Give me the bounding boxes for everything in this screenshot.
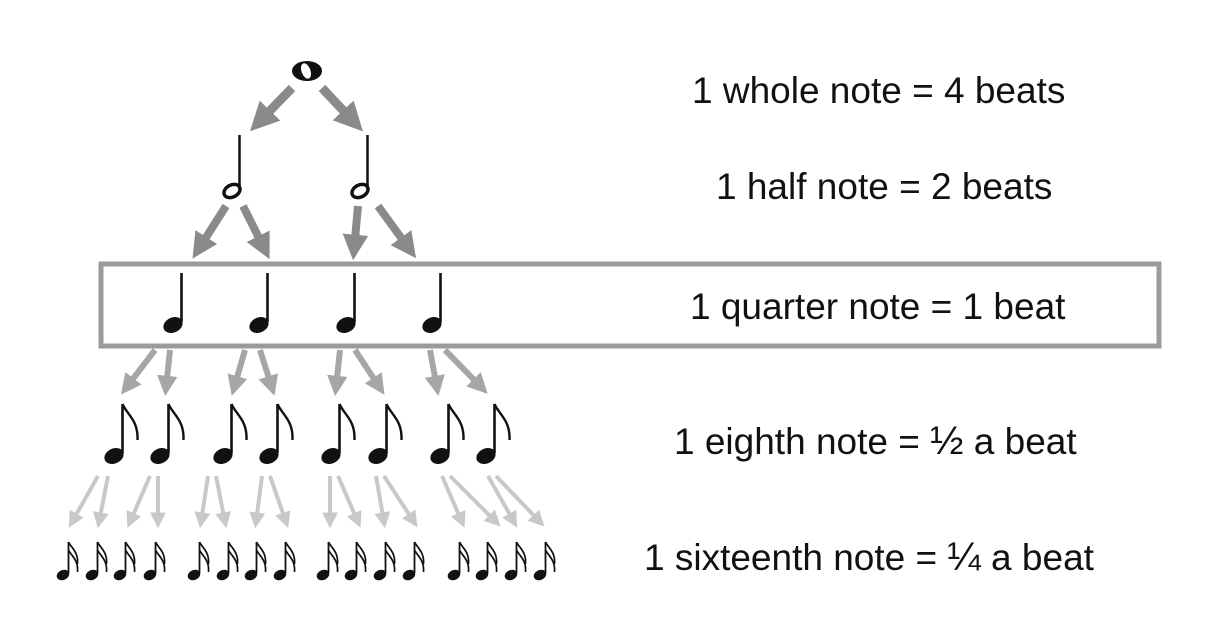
quarter-note [249, 273, 269, 334]
sixteenth-note [344, 541, 367, 581]
sixteenth-note [187, 541, 210, 581]
sixteenth-note [447, 541, 470, 581]
sixteenth-label-suffix: a beat [980, 537, 1094, 578]
arrows-eighth-to-sixteenth [68, 474, 545, 529]
sixteenth-note [216, 541, 239, 581]
half-note-label: 1 half note = 2 beats [716, 166, 1053, 207]
quarter-note-highlight-box [98, 261, 1162, 349]
eighth-note [476, 403, 511, 465]
quarter-note-label: 1 quarter note = 1 beat [690, 286, 1066, 327]
sixteenth-note [402, 541, 425, 581]
sixteenth-note [475, 541, 498, 581]
sixteenth-label-prefix: 1 sixteenth note = [644, 537, 948, 578]
eighth-note [213, 403, 248, 465]
arrows-quarter-to-eighth [121, 347, 488, 397]
arrows-whole-to-half [249, 84, 363, 132]
eighth-note [259, 403, 294, 465]
sixteenth-note [113, 541, 136, 581]
whole-note [292, 61, 322, 81]
whole-note-label: 1 whole note = 4 beats [692, 70, 1066, 111]
notes-layer [56, 61, 556, 581]
sixteenth-note [316, 541, 339, 581]
eighth-note [150, 403, 185, 465]
half-note [222, 135, 242, 200]
sixteenth-note [85, 541, 108, 581]
half-note [350, 135, 370, 200]
eighth-note [368, 403, 403, 465]
eighth-note [430, 403, 465, 465]
quarter-note [336, 273, 356, 334]
sixteenth-note [56, 541, 79, 581]
eighth-note [321, 403, 356, 465]
sixteenth-note [533, 541, 556, 581]
eighth-note [104, 403, 139, 465]
quarter-note [422, 273, 442, 334]
arrows-half-to-quarter [192, 203, 417, 261]
eighth-note-label: 1 eighth note = ½ a beat [674, 419, 1077, 464]
quarter-note [163, 273, 183, 334]
eighth-label-fraction: ½ [930, 419, 964, 463]
sixteenth-note [244, 541, 267, 581]
eighth-label-prefix: 1 eighth note = [674, 421, 931, 462]
eighth-label-suffix: a beat [963, 421, 1077, 462]
sixteenth-label-fraction: ¼ [947, 535, 981, 579]
sixteenth-note [373, 541, 396, 581]
sixteenth-note [143, 541, 166, 581]
sixteenth-note-label: 1 sixteenth note = ¼ a beat [644, 535, 1094, 580]
sixteenth-note [504, 541, 527, 581]
sixteenth-note [273, 541, 296, 581]
